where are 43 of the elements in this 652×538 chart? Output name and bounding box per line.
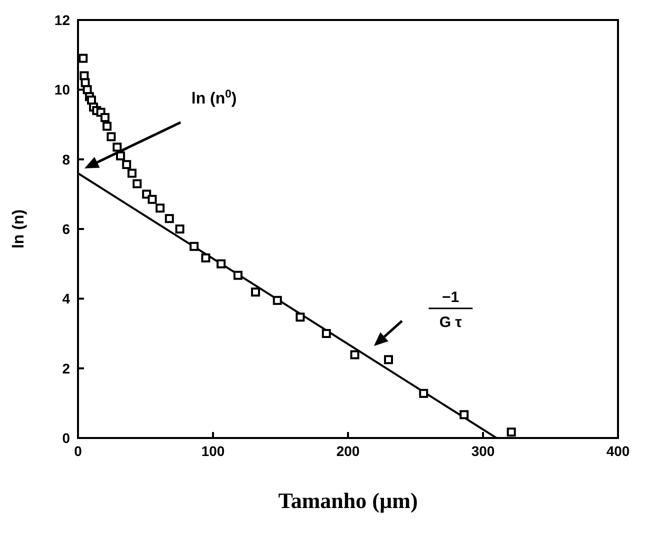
annotation: ln (n$^{0}$): [191, 88, 237, 108]
annotation: −1: [442, 289, 460, 306]
x-tick-label: 0: [74, 442, 82, 459]
point: [100, 113, 110, 122]
point: [296, 312, 305, 322]
point: [112, 142, 122, 152]
point: [156, 204, 165, 213]
point: [78, 54, 88, 63]
y-axis-title: ln (n): [10, 209, 28, 249]
point: [460, 410, 469, 420]
x-tick-label: 200: [336, 442, 360, 459]
point: [132, 179, 142, 188]
x-axis-title: Tamanho (µm): [278, 488, 418, 513]
y-tick-label: 2: [62, 360, 70, 376]
point: [216, 259, 226, 268]
annotation: G τ: [439, 314, 462, 332]
point: [233, 270, 242, 280]
x-tick-label: 100: [201, 442, 225, 459]
point: [251, 288, 260, 297]
point: [506, 428, 516, 437]
point: [175, 224, 184, 234]
point: [322, 329, 331, 338]
point: [201, 253, 210, 262]
point: [164, 214, 174, 224]
point: [190, 242, 199, 251]
point: [106, 132, 116, 142]
y-tick-label: 0: [62, 430, 70, 446]
y-tick-label: 10: [54, 82, 70, 98]
point: [102, 122, 112, 131]
point: [419, 388, 428, 398]
point: [116, 151, 126, 160]
point: [128, 168, 136, 178]
y-tick-label: 4: [62, 290, 70, 307]
x-tick-label: 300: [471, 442, 495, 459]
point: [272, 296, 282, 305]
point: [350, 350, 360, 360]
point: [122, 160, 132, 170]
point: [148, 194, 157, 204]
y-tick-label: 12: [54, 12, 70, 28]
y-tick-label: 8: [62, 151, 70, 168]
x-tick-label: 400: [606, 442, 630, 459]
point: [384, 355, 393, 364]
y-tick-label: 6: [62, 220, 70, 237]
